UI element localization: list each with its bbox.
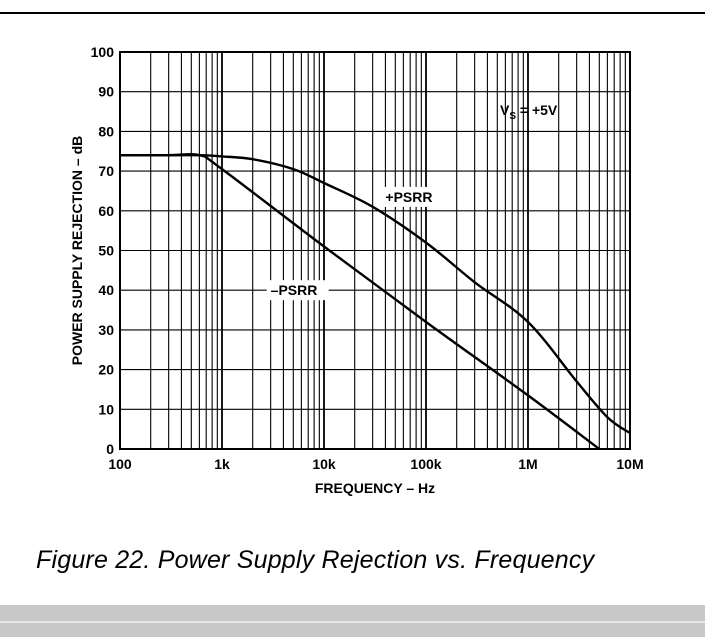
supply-voltage-annotation: VS = +5V — [500, 102, 558, 122]
bottom-bar-line — [0, 621, 705, 623]
y-tick-label: 100 — [91, 44, 115, 60]
x-axis-label: FREQUENCY – Hz — [315, 480, 435, 496]
y-tick-label: 50 — [98, 243, 114, 259]
y-tick-label: 20 — [98, 362, 114, 378]
y-tick-label: 10 — [98, 401, 114, 417]
x-tick-label: 1k — [214, 456, 230, 472]
annotation-main: V — [500, 102, 510, 118]
minus-psrr-line — [119, 152, 601, 450]
y-tick-label: 60 — [98, 203, 114, 219]
label-layer: +PSRR –PSRR — [266, 186, 444, 301]
minus-psrr-label-bg — [266, 280, 329, 301]
y-tick-label: 90 — [98, 84, 114, 100]
y-tick-label: 40 — [98, 282, 114, 298]
chart-grid — [120, 52, 630, 449]
x-tick-label: 10M — [616, 456, 643, 472]
x-tick-label: 1M — [518, 456, 537, 472]
y-tick-label: 70 — [98, 163, 114, 179]
x-tick-label: 100 — [108, 456, 132, 472]
figure-caption: Figure 22. Power Supply Rejection vs. Fr… — [36, 546, 595, 574]
plot-frame — [119, 51, 631, 450]
series-layer — [119, 152, 631, 450]
tick-layer: 100 1k 10k 100k 1M 10M 0 10 20 30 40 50 60 70 80 90 100 — [91, 44, 644, 472]
y-tick-label: 80 — [98, 123, 114, 139]
plus-psrr-label-bg — [381, 186, 444, 207]
minus-psrr-label: –PSRR — [271, 282, 318, 298]
annotation-rest: = +5V — [516, 102, 558, 118]
top-rule — [0, 12, 705, 14]
y-tick-label: 0 — [106, 441, 114, 457]
y-tick-label: 30 — [98, 322, 114, 338]
plus-psrr-line — [119, 153, 631, 435]
plus-psrr-label: +PSRR — [385, 189, 432, 205]
x-tick-label: 100k — [410, 456, 441, 472]
psrr-chart: +PSRR –PSRR 100 1k 10k 100k 1M 10M 0 10 20 30 40 50 6… — [69, 44, 644, 496]
y-axis-label: POWER SUPPLY REJECTION – dB — [69, 136, 85, 366]
annotation-subscript: S — [509, 111, 516, 122]
x-tick-label: 10k — [312, 456, 336, 472]
